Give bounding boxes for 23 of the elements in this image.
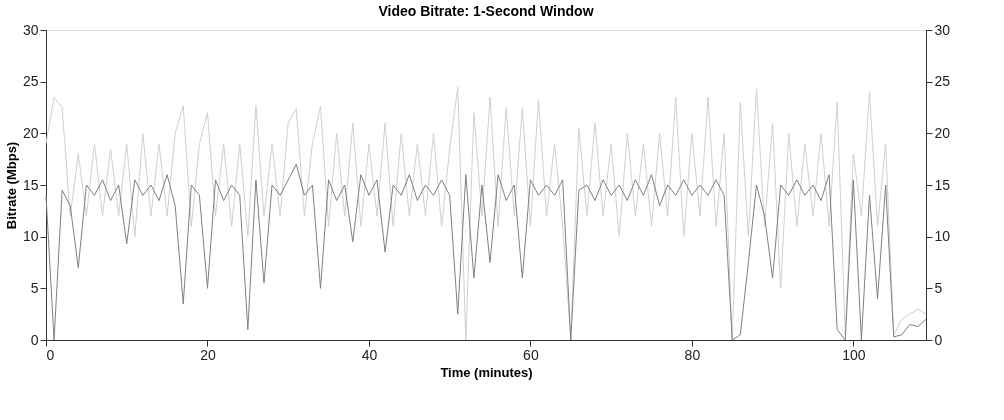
y-tick-label: 20 (22, 124, 39, 141)
x-tick-label: 80 (684, 346, 701, 363)
y2-tick-label: 30 (934, 21, 951, 38)
y-tick-label: 0 (30, 331, 39, 348)
y2-tick-label: 20 (934, 124, 951, 141)
y-tick-label: 15 (22, 176, 39, 193)
y2-tick-label: 5 (934, 279, 943, 296)
y-tick-label: 10 (22, 228, 39, 245)
y-tick-label: 30 (22, 21, 39, 38)
x-tick-label: 20 (200, 346, 216, 363)
x-tick-label: 0 (46, 346, 55, 363)
x-tick-label: 100 (842, 346, 866, 363)
y2-tick-label: 15 (934, 176, 951, 193)
y2-tick-label: 25 (934, 73, 951, 90)
y-tick-label: 5 (30, 279, 39, 296)
x-tick-label: 60 (523, 346, 539, 363)
y-tick-label: 25 (22, 73, 39, 90)
y2-tick-label: 0 (934, 331, 943, 348)
x-axis-title: Time (minutes) (440, 364, 533, 380)
chart-title: Video Bitrate: 1-Second Window (378, 3, 594, 19)
y2-tick-label: 10 (934, 228, 951, 245)
x-tick-label: 40 (361, 346, 378, 363)
y-axis-title: Bitrate (Mbps) (3, 141, 19, 230)
